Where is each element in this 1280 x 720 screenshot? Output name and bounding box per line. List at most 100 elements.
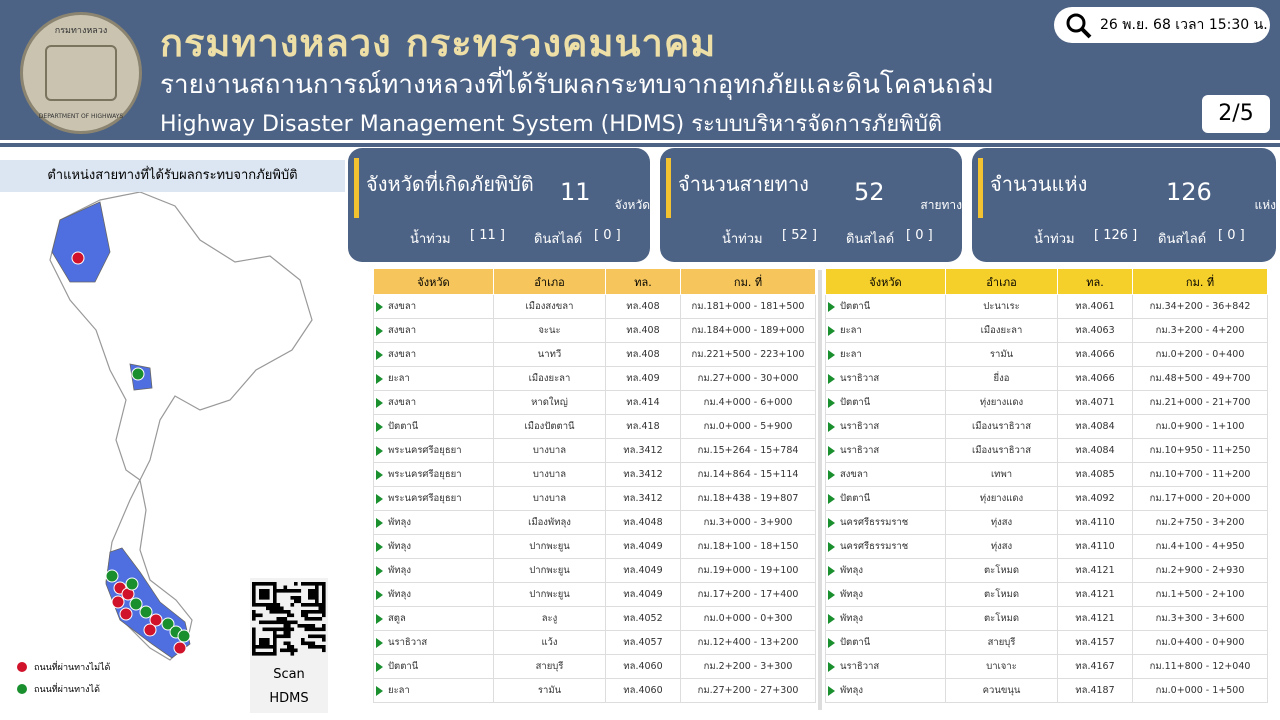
- qr-cell: [259, 641, 263, 646]
- qr-cell: [269, 627, 274, 632]
- qr-cell: [266, 645, 270, 649]
- qr-cell: [311, 634, 316, 639]
- qr-cell: [304, 603, 309, 607]
- qr-cell: [283, 589, 288, 593]
- qr-cell: [255, 652, 260, 656]
- qr-cell: [290, 603, 295, 607]
- qr-cell: [273, 585, 277, 590]
- qr-cell: [259, 652, 263, 656]
- table-cell: พระนครศรีอยุธยา: [373, 486, 494, 511]
- qr-cell: [308, 582, 312, 586]
- table-cell: ทล.4110: [1057, 534, 1133, 559]
- table-cell: ทล.4049: [605, 558, 681, 583]
- qr-cell: [252, 641, 256, 646]
- qr-cell: [273, 596, 277, 600]
- table-row: ยะลา เมืองยะลา ทล.409 กม.27+000 - 30+000: [373, 366, 816, 391]
- table-cell: ควนขนุน: [945, 678, 1058, 703]
- table-cell: ตะโหมด: [945, 606, 1058, 631]
- qr-cell: [304, 624, 309, 628]
- page-indicator: 2/5: [1202, 95, 1270, 133]
- table-row: นครศรีธรรมราช ทุ่งสง ทล.4110 กม.4+100 - 4+9…: [825, 534, 1268, 559]
- qr-cell: [287, 620, 291, 625]
- table-cell: สตูล: [373, 606, 494, 631]
- table-cell: กม.0+000 - 0+300: [680, 606, 816, 631]
- table-cell: เมืองนราธิวาส: [945, 438, 1058, 463]
- table-cell: ปัตตานี: [825, 390, 946, 415]
- table-cell: สายบุรี: [945, 630, 1058, 655]
- qr-cell: [322, 589, 326, 593]
- qr-cell: [301, 582, 305, 586]
- flood-label: น้ำท่วม: [1034, 232, 1075, 247]
- qr-cell: [255, 645, 260, 649]
- affected-area: [105, 547, 191, 659]
- qr-cell: [322, 627, 326, 632]
- table-cell: ทล.4066: [1057, 342, 1133, 367]
- logo-subtext: DEPARTMENT OF HIGHWAYS: [38, 113, 124, 120]
- table-cell: บาเจาะ: [945, 654, 1058, 679]
- map-pin: [125, 577, 139, 591]
- qr-cell: [315, 645, 319, 649]
- qr-cell: [276, 617, 281, 621]
- table-cell: ทล.418: [605, 414, 681, 439]
- table-cell: ยะลา: [825, 342, 946, 367]
- table-cell: ทล.4060: [605, 678, 681, 703]
- qr-cell: [318, 627, 323, 632]
- table-row: นราธิวาส เมืองนราธิวาส ทล.4084 กม.10+950 - …: [825, 438, 1268, 463]
- qr-cell: [280, 627, 284, 632]
- logo: กรมทางหลวง DEPARTMENT OF HIGHWAYS: [20, 12, 142, 134]
- map: ถนนที่ผ่านทางไม่ได้ถนนที่ผ่านทางได้ Scan…: [17, 192, 328, 713]
- column-header: อำเภอ: [945, 268, 1058, 295]
- table-row: ยะลา รามัน ทล.4060 กม.27+200 - 27+300: [373, 678, 816, 703]
- qr-cell: [259, 645, 263, 649]
- table-cell: กม.48+500 - 49+700: [1132, 366, 1268, 391]
- table-cell: กม.34+200 - 36+842: [1132, 294, 1268, 319]
- table-row: สตูล ละงู ทล.4052 กม.0+000 - 0+300: [373, 606, 816, 631]
- qr-cell: [297, 596, 302, 600]
- qr-cell: [269, 606, 274, 611]
- table-cell: กม.10+700 - 11+200: [1132, 462, 1268, 487]
- qr-cell: [308, 589, 312, 593]
- table-cell: กม.0+400 - 0+900: [1132, 630, 1268, 655]
- qr-cell: [259, 603, 263, 607]
- table-cell: ทล.414: [605, 390, 681, 415]
- table-cell: นราธิวาส: [373, 630, 494, 655]
- qr-cell: [290, 596, 295, 600]
- qr-cell: [290, 589, 295, 593]
- qr-cell: [283, 617, 288, 621]
- qr-cell: [252, 617, 256, 621]
- qr-cell: [252, 589, 256, 593]
- qr-cell: [269, 620, 274, 625]
- summary-card: จำนวนสายทาง 52 สายทาง น้ำท่วม [ 52 ] ดินสไลด์…: [660, 148, 962, 262]
- qr-cell: [311, 596, 316, 600]
- table-cell: กม.184+000 - 189+000: [680, 318, 816, 343]
- qr-cell: [294, 582, 298, 586]
- map-pin: [177, 629, 191, 643]
- datetime: 26 พ.ย. 68 เวลา 15:30 น.: [1054, 7, 1270, 43]
- data-table: จังหวัด อำเภอ ทล. กม. ที่ สงขลา เมืองสงขลา ทล.…: [373, 268, 816, 703]
- qr-cell: [322, 585, 326, 590]
- header-row: จังหวัด อำเภอ ทล. กม. ที่: [373, 268, 816, 295]
- qr-cell: [280, 634, 284, 639]
- table-cell: สงขลา: [825, 462, 946, 487]
- table-cell: ทล.4167: [1057, 654, 1133, 679]
- table-cell: ปัตตานี: [373, 414, 494, 439]
- table-cell: สายบุรี: [493, 654, 606, 679]
- qr-cell: [269, 582, 274, 586]
- table-row: พัทลุง ปากพะยูน ทล.4049 กม.18+100 - 18+150: [373, 534, 816, 559]
- qr-cell: [276, 603, 281, 607]
- qr-cell: [311, 645, 316, 649]
- qr-cell: [283, 648, 288, 653]
- qr-cell: [304, 617, 309, 621]
- map-pin: [129, 597, 143, 611]
- table-cell: กม.19+000 - 19+100: [680, 558, 816, 583]
- qr-cell: [273, 620, 277, 625]
- qr-cell: [322, 648, 326, 653]
- table-cell: ทล.4049: [605, 582, 681, 607]
- qr-cell: [287, 648, 291, 653]
- qr-cell: [308, 645, 312, 649]
- qr-cell: [273, 610, 277, 614]
- qr-cell: [252, 638, 256, 642]
- qr-cell: [315, 627, 319, 632]
- title: กรมทางหลวง กระทรวงคมนาคม: [160, 21, 717, 65]
- table-cell: เมืองนราธิวาส: [945, 414, 1058, 439]
